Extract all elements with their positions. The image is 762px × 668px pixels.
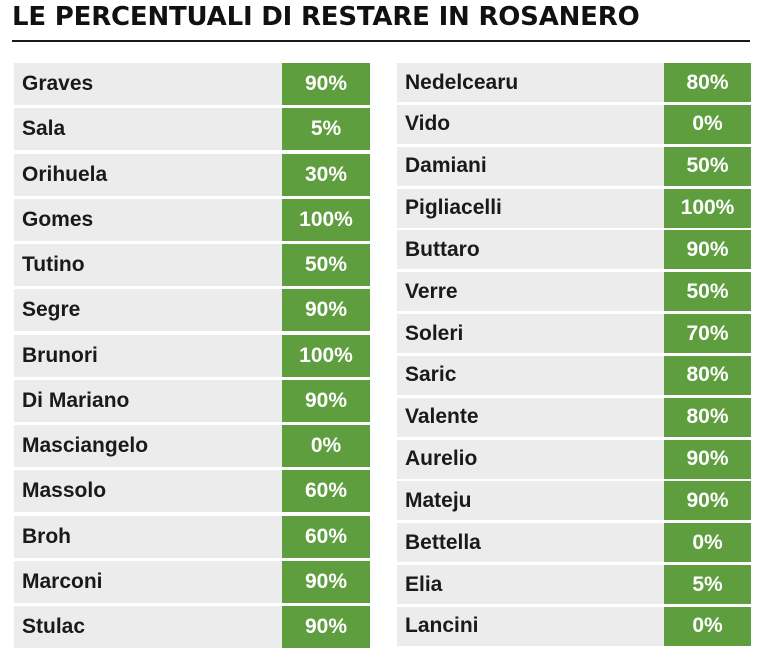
percentage-badge: 90% [664, 230, 751, 270]
percentage-badge: 90% [282, 379, 370, 422]
table-row: Brunori 100% [14, 334, 370, 377]
page-title: LE PERCENTUALI DI RESTARE IN ROSANERO [12, 2, 640, 32]
table-row: Orihuela 30% [14, 153, 370, 196]
player-name: Segre [22, 298, 81, 322]
percentage-badge: 100% [282, 198, 370, 241]
table-row: Saric 80% [397, 355, 751, 395]
player-name: Saric [405, 363, 457, 387]
percentage-badge: 70% [664, 314, 751, 354]
player-name: Valente [405, 405, 479, 429]
percentage-badge: 50% [664, 146, 751, 186]
percentage-badge: 0% [664, 523, 751, 563]
table-row: Di Mariano 90% [14, 379, 370, 422]
player-name: Massolo [22, 479, 107, 503]
table-row: Buttaro 90% [397, 230, 751, 270]
table-row: Nedelcearu 80% [397, 63, 751, 102]
player-name: Gomes [22, 207, 94, 231]
player-name: Mateju [405, 488, 472, 512]
percentage-badge: 90% [282, 606, 370, 648]
player-name: Orihuela [22, 162, 108, 186]
player-name: Elia [405, 572, 443, 596]
table-row: Damiani 50% [397, 146, 751, 186]
table-row: Marconi 90% [14, 560, 370, 603]
percentage-badge: 90% [282, 560, 370, 603]
player-name: Soleri [405, 321, 464, 345]
player-name: Nedelcearu [405, 70, 519, 94]
percentage-badge: 60% [282, 515, 370, 558]
player-name: Buttaro [405, 237, 480, 261]
player-name: Sala [22, 117, 66, 141]
right-player-table: Nedelcearu 80% Vido 0% Damiani 50% Pigliace… [397, 63, 751, 649]
left-player-table: Graves 90% Sala 5% Orihuela 30% Gomes 100% T… [14, 63, 370, 651]
percentage-badge: 80% [664, 63, 751, 102]
table-row: Elia 5% [397, 565, 751, 605]
table-row: Sala 5% [14, 108, 370, 151]
percentage-badge: 0% [664, 606, 751, 646]
table-row: Aurelio 90% [397, 439, 751, 479]
player-name: Stulac [22, 615, 86, 638]
percentage-badge: 80% [664, 355, 751, 395]
percentage-badge: 5% [664, 565, 751, 605]
percentage-badge: 50% [282, 244, 370, 286]
percentage-badge: 90% [282, 289, 370, 332]
player-name: Di Mariano [22, 388, 130, 412]
table-row: Soleri 70% [397, 314, 751, 354]
player-name: Tutino [22, 253, 85, 276]
table-row: Pigliacelli 100% [397, 188, 751, 228]
percentage-badge: 5% [282, 108, 370, 151]
player-name: Graves [22, 72, 94, 95]
percentage-badge: 30% [282, 153, 370, 196]
player-name: Verre [405, 279, 458, 303]
percentage-badge: 100% [282, 334, 370, 377]
player-name: Vido [405, 112, 451, 136]
player-name: Masciangelo [22, 434, 149, 457]
player-name: Broh [22, 524, 71, 548]
table-row: Tutino 50% [14, 244, 370, 286]
table-row: Mateju 90% [397, 481, 751, 521]
percentage-badge: 50% [664, 272, 751, 312]
table-row: Bettella 0% [397, 523, 751, 563]
player-name: Pigliacelli [405, 196, 502, 220]
table-row: Verre 50% [397, 272, 751, 312]
table-row: Stulac 90% [14, 606, 370, 648]
player-name: Marconi [22, 569, 103, 593]
player-name: Damiani [405, 154, 487, 178]
table-row: Vido 0% [397, 104, 751, 144]
title-divider [12, 40, 750, 42]
percentage-badge: 90% [282, 63, 370, 105]
percentage-badge: 90% [664, 439, 751, 479]
table-row: Segre 90% [14, 289, 370, 332]
table-row: Graves 90% [14, 63, 370, 105]
player-name: Bettella [405, 530, 481, 554]
percentage-badge: 60% [282, 470, 370, 513]
player-name: Brunori [22, 343, 98, 367]
table-row: Broh 60% [14, 515, 370, 558]
table-row: Lancini 0% [397, 606, 751, 646]
table-row: Masciangelo 0% [14, 425, 370, 467]
percentage-badge: 100% [664, 188, 751, 228]
table-row: Massolo 60% [14, 470, 370, 513]
table-row: Gomes 100% [14, 198, 370, 241]
percentage-badge: 80% [664, 397, 751, 437]
percentage-badge: 0% [282, 425, 370, 467]
player-name: Lancini [405, 614, 479, 638]
percentage-badge: 90% [664, 481, 751, 521]
player-name: Aurelio [405, 447, 478, 471]
percentage-badge: 0% [664, 104, 751, 144]
table-row: Valente 80% [397, 397, 751, 437]
